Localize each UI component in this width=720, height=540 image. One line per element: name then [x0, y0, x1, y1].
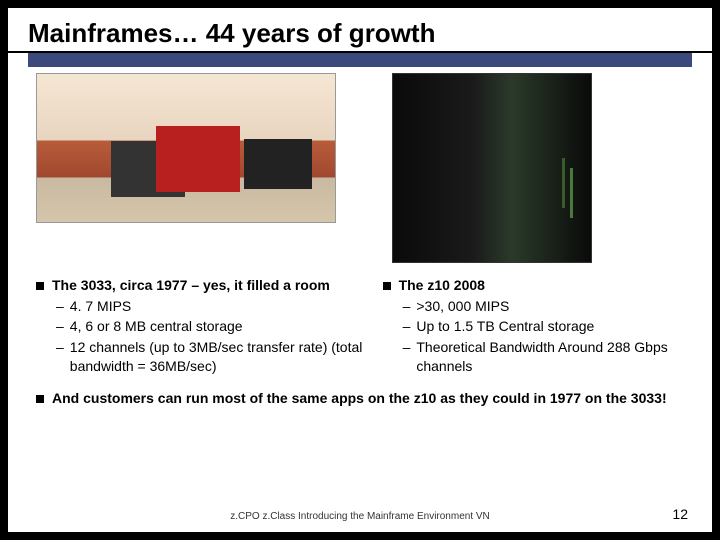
slide-title: Mainframes… 44 years of growth	[8, 8, 712, 53]
column-right: The z10 2008 – >30, 000 MIPS – Up to 1.5…	[383, 277, 684, 376]
bullet-square-icon	[36, 282, 44, 290]
list-item: – Up to 1.5 TB Central storage	[383, 317, 684, 336]
list-item-text: Theoretical Bandwidth Around 288 Gbps ch…	[416, 338, 684, 376]
dash-icon: –	[403, 297, 411, 316]
dash-icon: –	[403, 338, 411, 376]
mainframe-z10-image	[392, 73, 592, 263]
bullet-square-icon	[383, 282, 391, 290]
list-item: – 4, 6 or 8 MB central storage	[36, 317, 363, 336]
footer-text: z.CPO z.Class Introducing the Mainframe …	[8, 511, 712, 522]
left-heading: The 3033, circa 1977 – yes, it filled a …	[36, 277, 363, 295]
left-heading-text: The 3033, circa 1977 – yes, it filled a …	[52, 277, 330, 295]
list-item-text: 12 channels (up to 3MB/sec transfer rate…	[70, 338, 363, 376]
right-heading: The z10 2008	[383, 277, 684, 295]
list-item: – >30, 000 MIPS	[383, 297, 684, 316]
dash-icon: –	[403, 317, 411, 336]
list-item: – 4. 7 MIPS	[36, 297, 363, 316]
column-left: The 3033, circa 1977 – yes, it filled a …	[36, 277, 363, 376]
bottom-text: And customers can run most of the same a…	[52, 390, 667, 408]
bottom-bullet: And customers can run most of the same a…	[36, 390, 684, 408]
image-row	[8, 73, 712, 263]
list-item: – Theoretical Bandwidth Around 288 Gbps …	[383, 338, 684, 376]
bullet-square-icon	[36, 395, 44, 403]
title-underline-bar	[28, 53, 692, 67]
dash-icon: –	[56, 338, 64, 376]
list-item: – 12 channels (up to 3MB/sec transfer ra…	[36, 338, 363, 376]
mainframe-1977-image	[36, 73, 336, 223]
right-heading-text: The z10 2008	[399, 277, 485, 295]
dash-icon: –	[56, 317, 64, 336]
list-item-text: >30, 000 MIPS	[416, 297, 509, 316]
bottom-note: And customers can run most of the same a…	[8, 376, 712, 408]
dash-icon: –	[56, 297, 64, 316]
page-number: 12	[672, 506, 688, 522]
comparison-columns: The 3033, circa 1977 – yes, it filled a …	[8, 263, 712, 376]
list-item-text: Up to 1.5 TB Central storage	[416, 317, 594, 336]
list-item-text: 4, 6 or 8 MB central storage	[70, 317, 243, 336]
slide: Mainframes… 44 years of growth The 3033,…	[8, 8, 712, 532]
list-item-text: 4. 7 MIPS	[70, 297, 131, 316]
